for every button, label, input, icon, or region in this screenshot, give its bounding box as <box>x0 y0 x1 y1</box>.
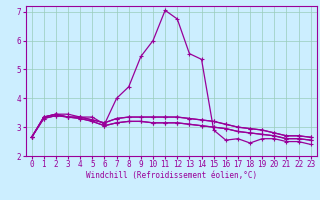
X-axis label: Windchill (Refroidissement éolien,°C): Windchill (Refroidissement éolien,°C) <box>86 171 257 180</box>
